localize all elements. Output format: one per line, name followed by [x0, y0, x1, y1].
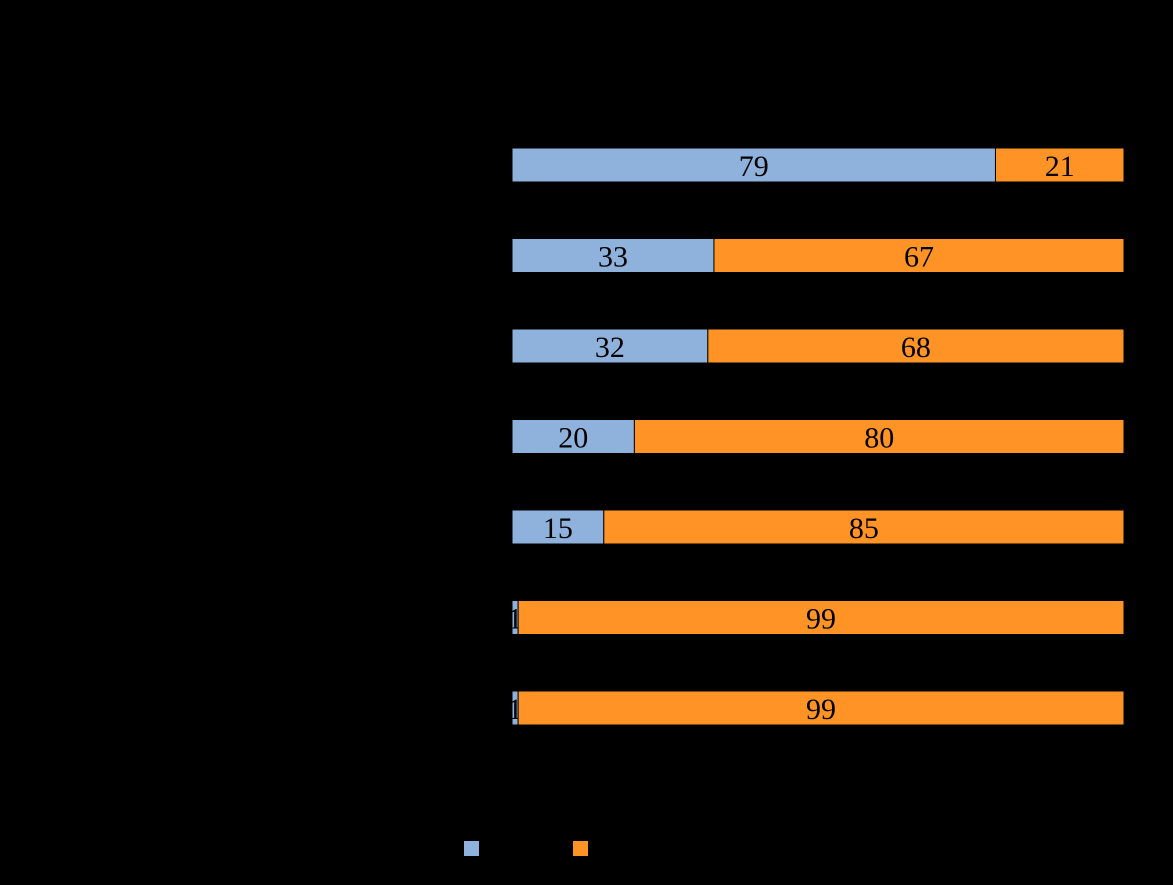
data-label-s2-row5: 85	[849, 512, 879, 545]
data-label-s1-row4: 20	[558, 422, 588, 455]
bar-segment-s2-row4	[633, 419, 1125, 454]
bar-segment-s2-row3	[707, 328, 1125, 364]
bar-segment-s1-row3	[511, 328, 709, 364]
bar-segment-s2-row6	[517, 600, 1125, 635]
data-label-s2-row4: 80	[864, 422, 894, 455]
bar-segment-s1-row5	[511, 509, 605, 545]
data-label-s2-row2: 67	[904, 241, 934, 274]
bar-segment-s2-row2	[713, 238, 1125, 273]
data-label-s1-row1: 79	[739, 150, 769, 183]
data-label-s2-row7: 99	[806, 693, 836, 726]
bar-segment-s1-row2	[511, 238, 715, 273]
bar-segment-s2-row1	[994, 147, 1125, 183]
data-label-s1-row5: 15	[543, 512, 573, 545]
legend-swatch-s2	[573, 841, 588, 856]
bar-segment-s1-row1	[511, 147, 996, 183]
data-label-s2-row3: 68	[901, 331, 931, 364]
data-label-s1-row2: 33	[598, 241, 628, 274]
data-label-s1-row3: 32	[595, 331, 625, 364]
bar-segment-s2-row7	[517, 690, 1125, 726]
data-label-s2-row1: 21	[1045, 150, 1075, 183]
bar-segment-s1-row4	[511, 419, 635, 454]
legend	[464, 841, 588, 856]
data-label-s2-row6: 99	[806, 603, 836, 636]
bar-segment-s2-row5	[603, 509, 1125, 545]
legend-swatch-s1	[464, 841, 479, 856]
